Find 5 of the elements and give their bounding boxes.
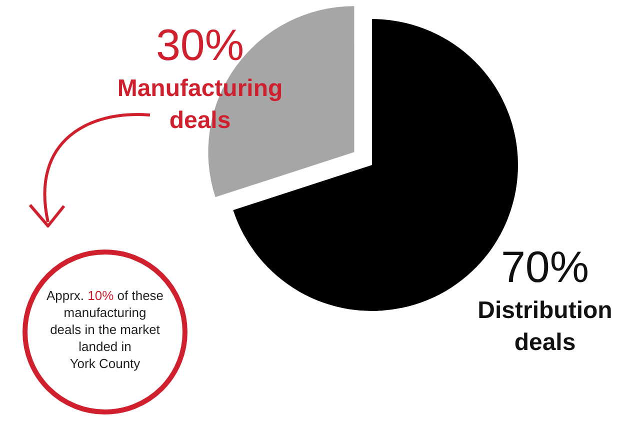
data-label: 70% [500,243,590,292]
slice-label: Distribution deals [478,297,612,356]
slice-label: Manufacturing deals [117,75,283,134]
data-label: 30% [156,21,244,70]
text: Apprx. 10% of these manufacturing deals in the market landed in York County [46,288,164,371]
